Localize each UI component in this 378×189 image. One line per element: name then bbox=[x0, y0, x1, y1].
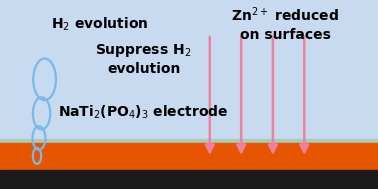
Bar bbox=[0, 139, 378, 143]
Bar bbox=[0, 143, 378, 170]
Text: NaTi$_2$(PO$_4$)$_3$ electrode: NaTi$_2$(PO$_4$)$_3$ electrode bbox=[59, 104, 229, 121]
Bar bbox=[0, 0, 378, 139]
Bar bbox=[0, 170, 378, 189]
Text: Suppress H$_2$
evolution: Suppress H$_2$ evolution bbox=[96, 42, 192, 76]
Text: H$_2$ evolution: H$_2$ evolution bbox=[51, 15, 149, 33]
Text: Zn$^{2+}$ reduced
on surfaces: Zn$^{2+}$ reduced on surfaces bbox=[231, 6, 339, 42]
